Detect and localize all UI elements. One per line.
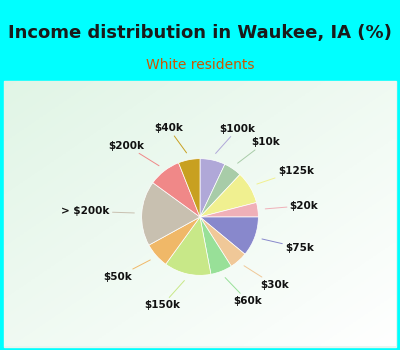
Wedge shape [149, 217, 200, 264]
Text: $150k: $150k [144, 281, 184, 310]
Wedge shape [200, 203, 258, 217]
Text: > $200k: > $200k [61, 206, 134, 216]
Text: $20k: $20k [265, 201, 318, 211]
Text: City-Data.com: City-Data.com [304, 106, 369, 115]
Wedge shape [200, 217, 245, 266]
Text: $50k: $50k [104, 260, 150, 282]
Text: $40k: $40k [154, 123, 186, 153]
Wedge shape [200, 159, 225, 217]
Wedge shape [200, 217, 258, 254]
Text: $10k: $10k [238, 137, 280, 163]
Wedge shape [200, 175, 256, 217]
Wedge shape [142, 183, 200, 245]
Text: $125k: $125k [257, 166, 314, 184]
Text: $200k: $200k [108, 141, 159, 166]
Text: $100k: $100k [216, 124, 256, 153]
Text: $30k: $30k [244, 266, 288, 290]
Bar [4, 80, 396, 346]
Wedge shape [200, 164, 240, 217]
Text: White residents: White residents [146, 58, 254, 72]
Wedge shape [153, 163, 200, 217]
Text: Income distribution in Waukee, IA (%): Income distribution in Waukee, IA (%) [8, 24, 392, 42]
Wedge shape [200, 217, 231, 274]
Text: $60k: $60k [225, 278, 262, 306]
Wedge shape [166, 217, 211, 275]
Bar [0, 0, 400, 80]
Text: $75k: $75k [262, 239, 314, 253]
Wedge shape [178, 159, 200, 217]
